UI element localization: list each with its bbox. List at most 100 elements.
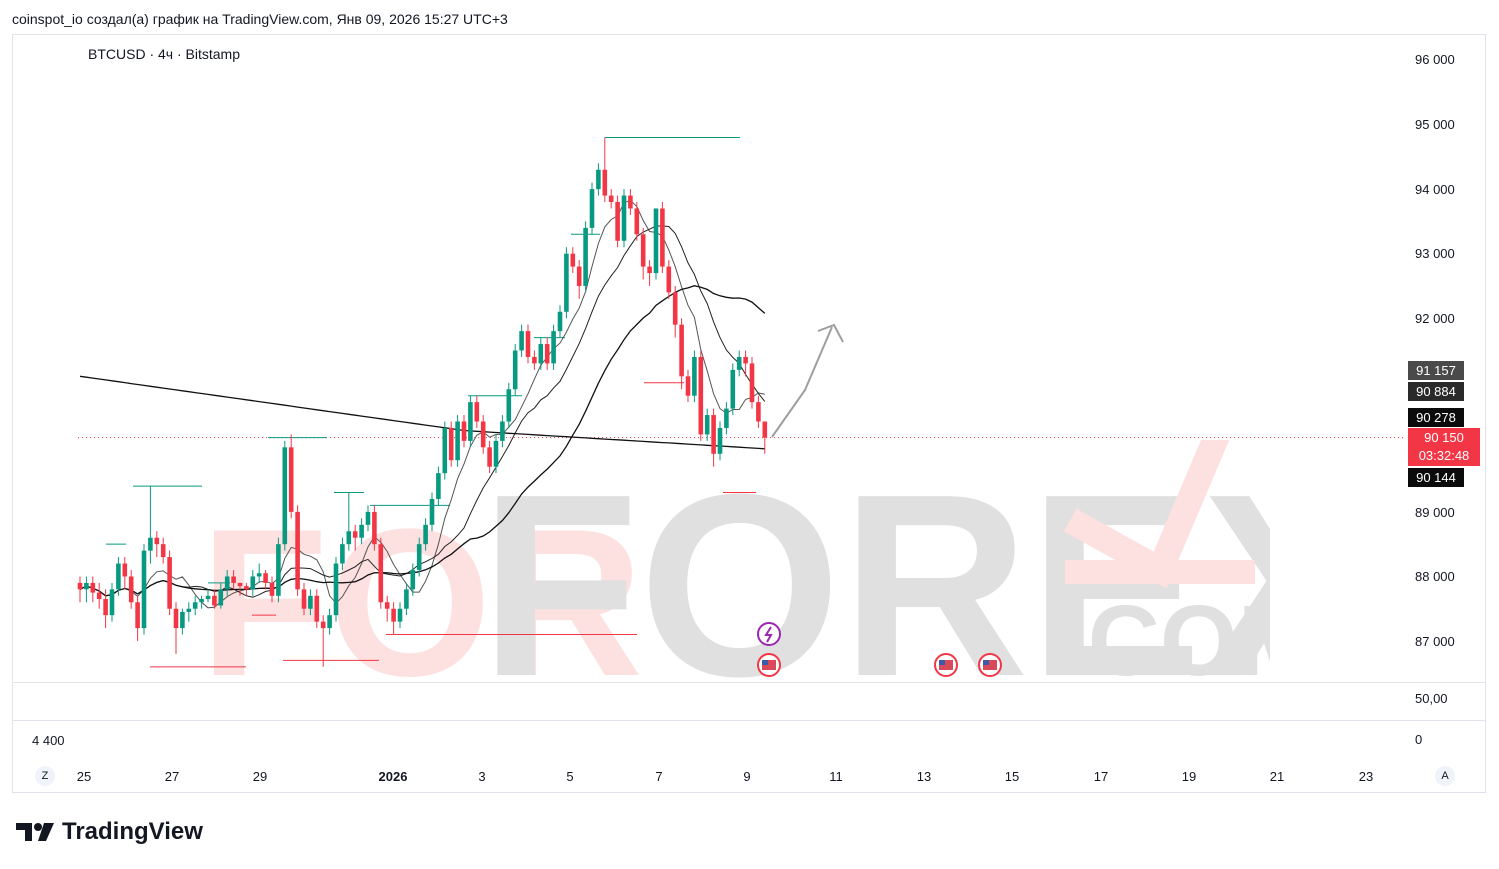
candle-body: [212, 595, 217, 606]
chart-frame: [12, 34, 1486, 793]
auto-scale-button[interactable]: A: [1435, 766, 1455, 786]
candle-body: [365, 511, 371, 525]
candle-body: [711, 415, 716, 454]
last-price-value: 90 150: [1424, 430, 1464, 445]
candle-body: [628, 195, 633, 209]
candle-body: [256, 573, 262, 577]
candle-body: [666, 266, 672, 293]
time-axis-label: 23: [1358, 769, 1374, 784]
candle-body: [564, 253, 569, 312]
candle-body: [314, 595, 320, 622]
price-axis-label: 87 000: [1415, 634, 1455, 649]
price-axis-label: 94 000: [1415, 182, 1455, 197]
moving-average-line: [79, 199, 765, 609]
forecast-arrow-head: [817, 323, 844, 343]
candle-body: [244, 586, 249, 590]
candle-body: [327, 615, 332, 629]
candle-body: [634, 208, 640, 235]
candle-body: [743, 356, 748, 364]
price-axis-label: 96 000: [1415, 52, 1455, 67]
tradingview-logo-text: TradingView: [62, 818, 203, 845]
candle-body: [749, 363, 755, 403]
candle-body: [500, 421, 505, 441]
candle-body: [653, 208, 659, 274]
candle-body: [436, 473, 441, 499]
long-moving-average-line: [79, 375, 765, 450]
candle-body: [698, 356, 704, 435]
candle-body: [512, 350, 518, 390]
price-axis-label: 93 000: [1415, 246, 1455, 261]
price-axis-label: 92 000: [1415, 311, 1455, 326]
candle-body: [237, 582, 243, 587]
candle-body: [154, 537, 160, 545]
us-event-flag-canton: [762, 660, 768, 665]
price-axis-label: 89 000: [1415, 505, 1455, 520]
candle-body: [423, 524, 428, 545]
candle-body: [410, 569, 416, 590]
candle-body: [493, 440, 499, 467]
pane-separator-1[interactable]: [12, 682, 1486, 683]
candle-body: [77, 582, 83, 590]
candle-body: [596, 169, 601, 190]
time-axis-label: 27: [164, 769, 180, 784]
us-event-flag-stripes: [762, 660, 776, 670]
candle-body: [583, 227, 588, 286]
candle-body: [416, 544, 422, 570]
moving-average-line: [79, 225, 766, 598]
volume-left-label: 4 400: [32, 733, 65, 748]
candle-body: [576, 266, 582, 286]
candle-body: [135, 602, 140, 629]
tradingview-logo[interactable]: TradingView: [16, 818, 203, 846]
symbol-legend[interactable]: BTCUSD · 4ч · Bitstamp: [88, 46, 240, 62]
tradingview-logo-icon: [16, 823, 54, 841]
candle-body: [250, 576, 256, 590]
candle-body: [90, 582, 96, 593]
candle-body: [448, 427, 454, 461]
candle-body: [756, 402, 761, 422]
candle-body: [519, 331, 524, 351]
pane-separator-2[interactable]: [12, 720, 1486, 721]
us-event-flag-canton: [939, 660, 945, 665]
candle-body: [442, 427, 448, 474]
us-event-flag-canton: [983, 660, 989, 665]
candle-body: [736, 356, 742, 370]
candle-body: [660, 208, 665, 267]
candle-body: [148, 537, 153, 551]
candle-body: [205, 595, 211, 600]
price-axis-label: 95 000: [1415, 117, 1455, 132]
candle-body: [621, 195, 627, 241]
candle-body: [122, 563, 128, 577]
candle-body: [506, 389, 512, 422]
candle-body: [128, 576, 134, 603]
candle-body: [186, 608, 192, 612]
candle-body: [269, 582, 275, 596]
candle-body: [480, 421, 486, 448]
candle-body: [404, 589, 409, 609]
zoom-reset-button[interactable]: Z: [35, 766, 55, 786]
candle-body: [762, 421, 768, 438]
time-axis-label: 17: [1093, 769, 1109, 784]
candle-body: [199, 599, 204, 603]
candle-body: [685, 376, 691, 396]
candle-body: [468, 402, 473, 441]
forecast-arrow: [771, 326, 833, 438]
ma-tag-3: 90 278: [1408, 408, 1464, 427]
candle-body: [308, 595, 313, 609]
time-axis-label: 7: [655, 769, 663, 784]
price-axis-label: 88 000: [1415, 569, 1455, 584]
candle-body: [320, 621, 326, 629]
last-price-tag: 90 150 03:32:48: [1408, 428, 1480, 466]
candle-body: [359, 524, 364, 538]
candle-body: [455, 421, 460, 461]
candle-body: [372, 511, 377, 545]
candle-body: [532, 356, 537, 364]
candle-body: [333, 563, 339, 616]
ma-tag-2: 90 884: [1408, 382, 1464, 401]
candle-body: [544, 344, 550, 364]
time-axis-label: 11: [829, 769, 843, 784]
time-axis-label: 19: [1181, 769, 1197, 784]
candle-body: [167, 557, 172, 609]
candle-body: [615, 202, 620, 241]
candle-body: [224, 576, 230, 590]
